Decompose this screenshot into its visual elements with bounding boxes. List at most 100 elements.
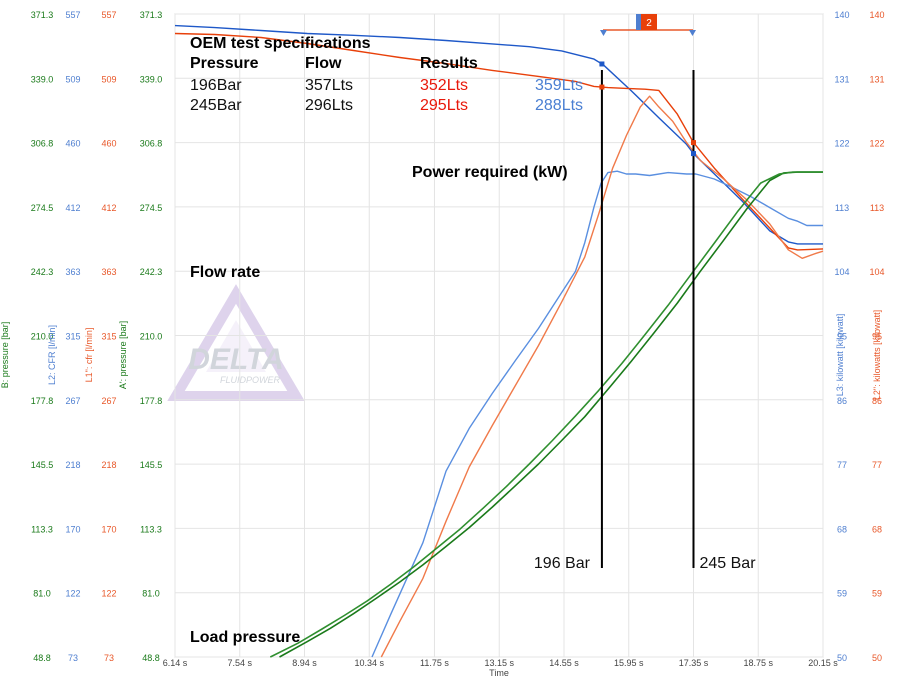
- y-tick-label: 210.0: [140, 332, 163, 342]
- x-tick-label: 10.34 s: [354, 658, 384, 668]
- y-tick-label: 59: [872, 589, 882, 599]
- y-tick-label: 315: [101, 332, 116, 342]
- y-tick-label: 363: [101, 267, 116, 277]
- y-tick-label: 412: [101, 203, 116, 213]
- y-tick-label: 242.3: [140, 267, 163, 277]
- cursor-point: [599, 84, 605, 90]
- series-line-power: [380, 95, 824, 658]
- y-tick-label: 339.0: [31, 74, 54, 84]
- y-tick-label: 306.8: [140, 139, 163, 149]
- y-axis-title: B: pressure [bar]: [0, 322, 10, 389]
- y-tick-label: 113.3: [31, 524, 53, 534]
- y-tick-label: 122: [869, 139, 884, 149]
- header-pressure: Pressure: [190, 55, 259, 72]
- y-tick-label: 412: [65, 203, 80, 213]
- cursor-point: [690, 151, 696, 157]
- y-tick-label: 73: [68, 653, 78, 663]
- annotation-block: OEM test specifications Pressure Flow Re…: [190, 35, 583, 646]
- x-tick-label: 11.75 s: [420, 658, 449, 668]
- range-badge[interactable]: [641, 14, 657, 30]
- delta-logo-watermark: DELTA FLUIDPOWER: [167, 284, 305, 401]
- row2-pressure: 245Bar: [190, 97, 242, 114]
- y-tick-label: 131: [869, 74, 884, 84]
- y-tick-label: 460: [65, 139, 80, 149]
- y-tick-label: 104: [834, 267, 849, 277]
- x-tick-label: 7.54 s: [227, 658, 252, 668]
- axis-layer: 6.14 s 7.54 s 8.94 s 10.34 s 11.75 s 13.15 s 1…: [0, 10, 885, 678]
- y-tick-label: 73: [104, 653, 114, 663]
- header-results: Results: [420, 55, 478, 72]
- row2-result-red: 295Lts: [420, 97, 468, 114]
- y-tick-label: 210.0: [31, 332, 54, 342]
- range-handle-right[interactable]: [689, 30, 696, 36]
- y-tick-label: 170: [101, 524, 116, 534]
- y-tick-label: 77: [837, 460, 847, 470]
- x-tick-label: 15.95 s: [614, 658, 644, 668]
- series-layer: [174, 24, 824, 658]
- row1-pressure: 196Bar: [190, 77, 242, 94]
- y-tick-label: 48.8: [33, 653, 51, 663]
- y-tick-label: 77: [872, 460, 882, 470]
- x-tick-label: 14.55 s: [549, 658, 579, 668]
- marker-label: 196 Bar: [534, 555, 591, 572]
- load-pressure-label: Load pressure: [190, 629, 300, 646]
- y-tick-label: 50: [872, 653, 882, 663]
- y-axis-title: L2": kilowatts [kilowatt]: [872, 310, 882, 400]
- y-tick-label: 140: [834, 10, 849, 20]
- y-tick-label: 86: [837, 396, 847, 406]
- row1-result-blue: 359Lts: [535, 77, 583, 94]
- y-tick-label: 363: [65, 267, 80, 277]
- y-tick-label: 460: [101, 139, 116, 149]
- y-tick-label: 95: [872, 332, 882, 342]
- range-selector[interactable]: 2: [600, 14, 696, 36]
- y-tick-label: 267: [65, 396, 80, 406]
- y-tick-label: 48.8: [142, 653, 160, 663]
- y-tick-label: 81.0: [33, 589, 51, 599]
- y-tick-label: 218: [101, 460, 116, 470]
- y-tick-label: 122: [65, 589, 80, 599]
- y-tick-label: 306.8: [31, 139, 54, 149]
- y-tick-label: 86: [872, 396, 882, 406]
- row1-flow: 357Lts: [305, 77, 353, 94]
- y-tick-label: 509: [101, 74, 116, 84]
- x-tick-label: 6.14 s: [163, 658, 188, 668]
- row1-result-red: 352Lts: [420, 77, 468, 94]
- cursor-point: [599, 61, 605, 67]
- y-tick-label: 50: [837, 653, 847, 663]
- row2-result-blue: 288Lts: [535, 97, 583, 114]
- row2-flow: 296Lts: [305, 97, 353, 114]
- range-handle-left[interactable]: [600, 30, 607, 36]
- y-tick-label: 81.0: [142, 589, 160, 599]
- range-badge-label: 2: [646, 18, 652, 29]
- x-axis-label: Time: [489, 668, 509, 678]
- y-tick-label: 113: [870, 203, 884, 213]
- y-tick-label: 140: [869, 10, 884, 20]
- series-line-pressure: [279, 171, 823, 658]
- power-required-label: Power required (kW): [412, 164, 568, 181]
- y-tick-label: 371.3: [140, 10, 163, 20]
- y-tick-label: 339.0: [140, 74, 163, 84]
- flow-rate-label: Flow rate: [190, 264, 260, 281]
- y-axis-title: L3: kilowatt [kilowatt]: [835, 314, 845, 397]
- x-tick-label: 18.75 s: [743, 658, 773, 668]
- y-tick-label: 242.3: [31, 267, 54, 277]
- y-tick-label: 371.3: [31, 10, 54, 20]
- y-tick-label: 131: [834, 74, 849, 84]
- y-tick-label: 113.3: [140, 524, 162, 534]
- x-tick-label: 20.15 s: [808, 658, 838, 668]
- marker-layer: 196 Bar 245 Bar: [534, 61, 756, 572]
- y-tick-label: 315: [65, 332, 80, 342]
- y-tick-label: 59: [837, 589, 847, 599]
- y-tick-label: 509: [65, 74, 80, 84]
- y-tick-label: 113: [835, 203, 849, 213]
- y-tick-label: 170: [65, 524, 80, 534]
- y-tick-label: 68: [872, 524, 882, 534]
- y-tick-label: 177.8: [31, 396, 54, 406]
- y-tick-label: 274.5: [31, 203, 54, 213]
- y-tick-label: 122: [101, 589, 116, 599]
- y-tick-label: 122: [834, 139, 849, 149]
- y-tick-label: 95: [837, 332, 847, 342]
- x-tick-label: 13.15 s: [484, 658, 514, 668]
